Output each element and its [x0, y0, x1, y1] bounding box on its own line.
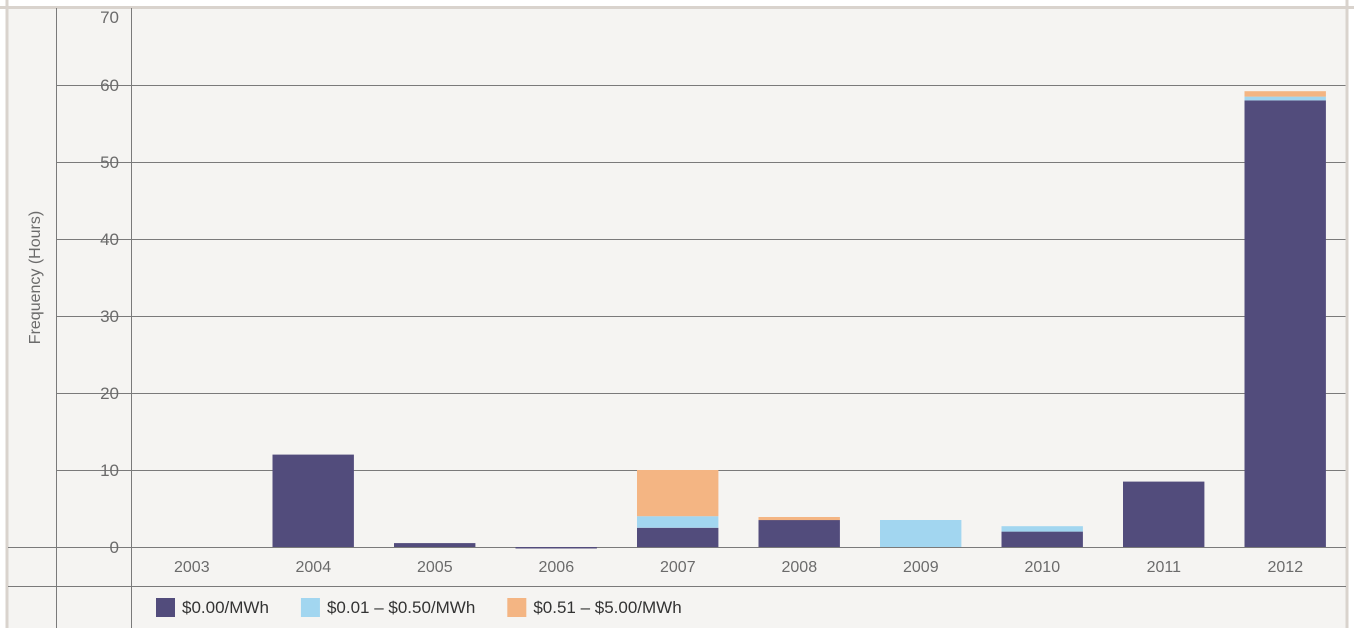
bar-2008-series-0: [758, 520, 840, 547]
x-tick-label: 2003: [174, 559, 210, 576]
bar-2007-series-1: [637, 516, 719, 528]
x-tick-label: 2012: [1268, 559, 1304, 576]
y-tick-labels: 0 10 20 30 40 50 60 70: [100, 8, 119, 557]
y-tick-label: 60: [100, 76, 119, 95]
legend-swatch: [156, 598, 175, 617]
legend-swatch: [300, 598, 320, 617]
legend-label: $0.00/MWh: [182, 598, 269, 617]
bar-2004-series-0: [272, 454, 354, 547]
y-tick-label: 50: [100, 153, 119, 172]
x-tick-label: 2008: [782, 559, 818, 576]
y-tick-label: 10: [100, 461, 119, 480]
legend-label: $0.51 – $5.00/MWh: [533, 598, 681, 617]
bars: [272, 91, 1326, 549]
x-tick-label: 2005: [417, 559, 453, 576]
bar-2007-series-2: [637, 470, 719, 517]
bar-2005-series-0: [394, 543, 476, 547]
x-tick-label: 2004: [296, 559, 332, 576]
legend-label: $0.01 – $0.50/MWh: [327, 598, 475, 617]
x-tick-label: 2010: [1025, 559, 1061, 576]
bar-2007-series-0: [637, 527, 719, 548]
y-tick-label: 70: [100, 8, 119, 27]
x-tick-label: 2011: [1147, 559, 1182, 576]
x-tick-labels: 2003 2004 2005 2006 2007 2008 2009 2010 2011 2012: [174, 559, 1303, 576]
legend: $0.00/MWh $0.01 – $0.50/MWh $0.51 – $5.00/…: [156, 598, 682, 617]
bar-2012-series-1: [1244, 96, 1326, 101]
y-tick-label: 40: [100, 230, 119, 249]
y-axis-label: Frequency (Hours): [27, 211, 44, 344]
y-tick-label: 30: [100, 307, 119, 326]
bar-2009-series-1: [880, 520, 962, 547]
bar-2011-series-0: [1123, 481, 1205, 547]
gridlines: [56, 85, 1346, 471]
x-tick-label: 2006: [539, 559, 575, 576]
x-tick-label: 2007: [660, 559, 696, 576]
legend-swatch: [507, 598, 527, 617]
y-tick-label: 0: [110, 538, 119, 557]
bar-2010-series-1: [1001, 526, 1083, 532]
bar-2010-series-0: [1001, 531, 1083, 547]
x-tick-label: 2009: [903, 559, 939, 576]
bar-2012-series-2: [1244, 91, 1326, 97]
bar-2006-series-0: [515, 547, 597, 549]
y-tick-label: 20: [100, 384, 119, 403]
bar-2012-series-0: [1244, 100, 1326, 548]
bar-2008-series-2: [758, 517, 840, 521]
